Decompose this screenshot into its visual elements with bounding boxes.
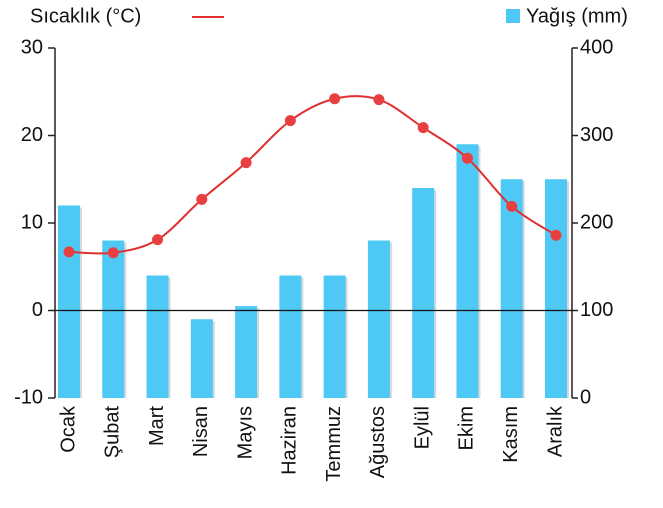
temperature-point — [284, 115, 296, 127]
y2-tick-label: 400 — [580, 36, 613, 58]
y-tick-label: 0 — [32, 299, 43, 321]
x-tick-label: Ekim — [456, 406, 478, 450]
temperature-point — [461, 152, 473, 164]
x-tick-label: Mart — [146, 406, 168, 446]
x-tick-label: Nisan — [190, 406, 212, 457]
y2-tick-label: 300 — [580, 124, 613, 146]
bar — [190, 319, 213, 398]
x-tick-label: Kasım — [500, 406, 522, 463]
y2-tick-label: 0 — [580, 386, 591, 408]
x-tick-label: Eylül — [411, 406, 433, 449]
bar — [545, 179, 567, 398]
temperature-point — [63, 246, 75, 258]
temperature-point — [196, 193, 208, 205]
bar — [500, 179, 523, 398]
bar — [367, 240, 390, 398]
legend-swatch — [506, 9, 520, 23]
x-tick-label: Mayıs — [234, 406, 256, 459]
bar — [456, 144, 479, 398]
temperature-line — [68, 95, 557, 255]
y2-tick-label: 100 — [580, 299, 613, 321]
temperature-point — [373, 94, 385, 106]
x-tick-label: Şubat — [102, 406, 124, 459]
x-tick-label: Aralık — [544, 405, 566, 457]
bar — [102, 240, 125, 398]
temperature-point — [107, 247, 119, 259]
y2-tick-label: 200 — [580, 211, 613, 233]
bar — [146, 275, 169, 398]
legend-label: Sıcaklık (°C) — [30, 5, 141, 27]
y-tick-label: 10 — [21, 211, 43, 233]
temperature-point — [329, 93, 341, 105]
temperature-point — [240, 157, 252, 169]
y-tick-label: -10 — [14, 386, 43, 408]
temperature-point — [506, 200, 518, 212]
legend-label: Yağış (mm) — [526, 5, 628, 27]
bar — [235, 306, 258, 398]
bar — [323, 275, 346, 398]
temperature-point — [152, 234, 164, 246]
x-tick-label: Ağustos — [367, 406, 389, 478]
x-tick-label: Haziran — [279, 406, 301, 475]
temperature-point — [550, 229, 562, 241]
bar — [412, 188, 435, 398]
bar — [279, 275, 302, 398]
temperature-point — [417, 122, 429, 134]
y-tick-label: 30 — [21, 36, 43, 58]
x-tick-label: Ocak — [57, 405, 79, 453]
y-tick-label: 20 — [21, 124, 43, 146]
bar — [58, 205, 80, 398]
x-tick-label: Temmuz — [323, 406, 345, 482]
